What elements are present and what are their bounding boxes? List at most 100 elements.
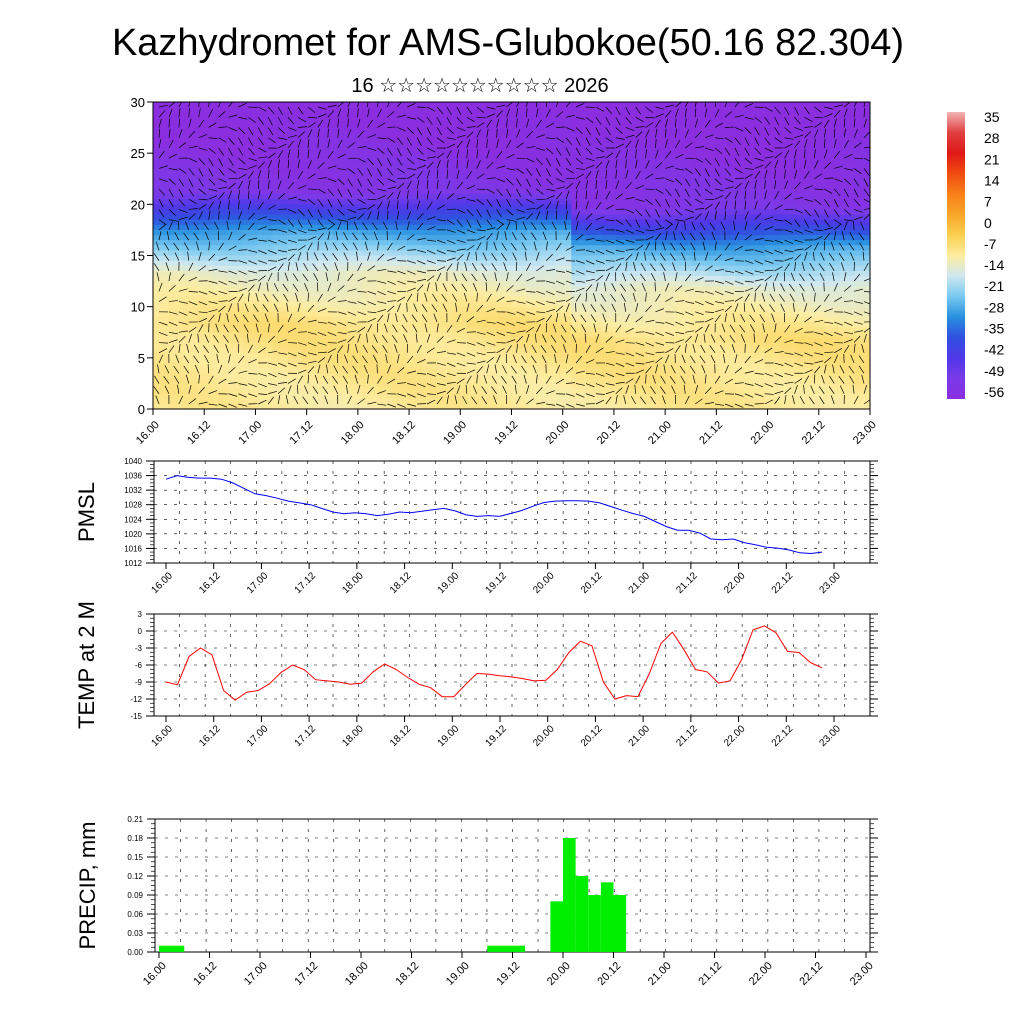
heatmap-cell [780,347,796,354]
heatmap-cell [840,183,856,190]
heatmap-cell [795,183,811,190]
wind-barb [625,134,635,139]
heatmap-cell [660,142,677,149]
heatmap-cell [690,275,707,282]
wind-barb [774,152,782,159]
wind-barb [396,354,400,364]
heatmap-cell [720,332,737,338]
heatmap-cell [601,393,617,400]
heatmap-cell [795,306,811,313]
wind-barb [286,302,289,312]
heatmap-cell [212,306,229,313]
heatmap-cell [212,260,229,267]
heatmap-cell [167,275,184,282]
heatmap-cell [735,270,752,277]
heatmap-cell [511,188,528,195]
heatmap-cell [481,301,498,308]
heatmap-cell [840,383,856,390]
wind-barb [297,170,304,179]
heatmap-cell [780,107,796,113]
heatmap-cell [511,327,528,333]
heatmap-cell [541,357,557,364]
wind-barb [506,128,509,138]
wind-barb [297,369,307,374]
heatmap-cell [660,163,677,170]
wind-barb [267,160,273,169]
wind-barb [337,221,342,231]
wind-barb [327,118,331,128]
heatmap-cell [317,122,333,129]
heatmap-cell [526,214,542,221]
wind-barb [556,291,565,295]
wind-barb [238,383,248,386]
wind-barb [248,165,257,169]
heatmap-cell [840,275,856,282]
wind-barb [193,222,200,231]
wind-barb [556,378,565,384]
wind-barb [317,113,327,118]
heatmap-cell [227,291,244,298]
heatmap-cell [690,383,707,390]
heatmap-cell [212,332,229,338]
heatmap-cell [302,127,318,134]
heatmap-cell [317,148,333,154]
heatmap-cell [631,362,647,369]
wind-barb [377,122,386,128]
wind-barb [719,344,726,353]
wind-barb [153,386,160,394]
wind-barb [357,398,366,405]
wind-barb [397,245,406,251]
heatmap-cell [541,322,557,328]
heatmap-cell [466,398,483,405]
wind-barb [620,283,626,292]
wind-barb [810,282,815,292]
heatmap-cell [705,316,722,323]
heatmap-cell [735,132,752,139]
heatmap-cell [302,214,318,221]
heatmap-cell [720,286,737,292]
heatmap-cell [362,352,378,359]
wind-barb [483,374,488,384]
wind-barb [615,143,624,149]
wind-barb [536,119,542,128]
heatmap-cell [362,240,378,246]
heatmap-cell [242,148,259,154]
heatmap-cell [660,250,677,257]
heatmap-cell [556,342,572,349]
wind-barb [542,231,547,241]
heatmap-cell [377,178,393,185]
wind-barb [337,209,345,216]
heatmap-cell [466,322,483,328]
heatmap-cell [675,296,692,303]
heatmap-cell [511,316,528,323]
heatmap-cell [541,102,557,108]
heatmap-cell [496,383,513,390]
wind-barb [675,153,684,159]
heatmap-cell [780,188,796,195]
heatmap-cell [601,388,617,395]
heatmap-cell [556,178,572,185]
wind-barb [714,195,724,200]
wind-barb [754,344,760,353]
heatmap-cell [526,316,542,323]
wind-barb [407,287,416,292]
heatmap-cell [436,322,453,328]
heatmap-cell [272,368,289,374]
wind-barb [486,293,492,302]
wind-barb [322,386,329,394]
wind-barb [772,282,775,292]
heatmap-cell [182,270,199,277]
heatmap-cell [735,199,752,205]
heatmap-cell [227,229,244,236]
heatmap-cell [735,373,752,379]
heatmap-cell [302,240,318,246]
heatmap-cell [750,194,767,200]
heatmap-cell [526,142,542,149]
wind-barb [692,344,696,353]
heatmap-cell [212,357,229,364]
wind-barb [650,386,656,394]
heatmap-cell [616,224,632,231]
wind-barb [248,292,250,302]
heatmap-cell [720,148,737,154]
wind-barb [804,352,813,357]
